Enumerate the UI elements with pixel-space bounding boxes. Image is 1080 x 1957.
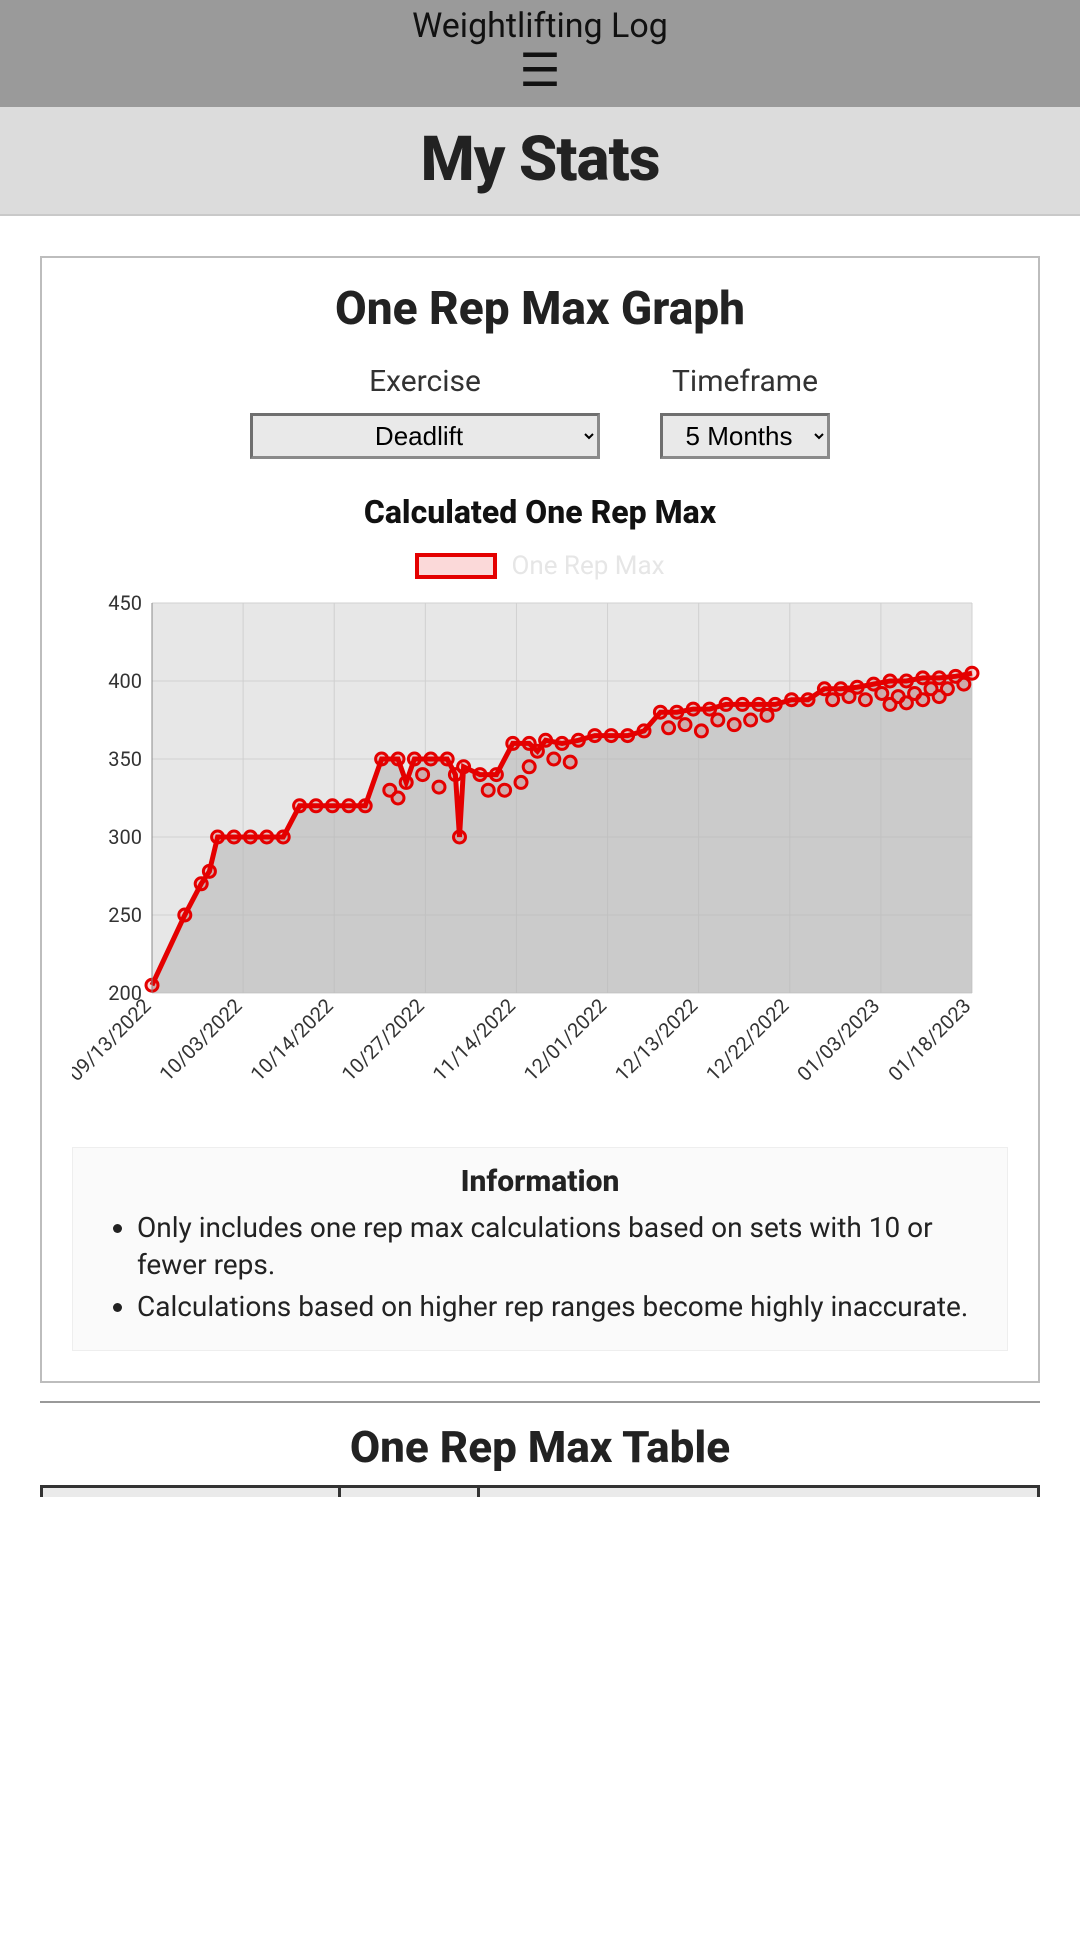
hamburger-menu-icon[interactable]: ☰ [0,46,1080,101]
app-header: Weightlifting Log ☰ [0,0,1080,107]
svg-text:10/27/2022: 10/27/2022 [337,993,429,1085]
svg-text:350: 350 [108,747,142,771]
svg-text:12/01/2022: 12/01/2022 [519,993,611,1085]
svg-text:300: 300 [108,825,142,849]
timeframe-select[interactable]: 5 Months [660,413,830,459]
info-title: Information [93,1164,987,1199]
legend-swatch [415,553,497,579]
one-rep-max-table [40,1485,1040,1497]
chart-legend: One Rep Max [72,551,1008,581]
one-rep-max-chart: 20025030035040045009/13/202210/03/202210… [72,593,1008,1117]
svg-text:450: 450 [108,593,142,615]
svg-text:11/14/2022: 11/14/2022 [428,993,520,1085]
app-title: Weightlifting Log [0,6,1080,46]
info-bullet: Only includes one rep max calculations b… [137,1209,987,1285]
chart-title: Calculated One Rep Max [72,493,1008,531]
svg-text:12/22/2022: 12/22/2022 [701,993,793,1085]
svg-text:250: 250 [108,903,142,927]
panel-title: One Rep Max Graph [72,282,1008,336]
one-rep-max-graph-panel: One Rep Max Graph Exercise Deadlift Time… [40,256,1040,1383]
svg-text:01/18/2023: 01/18/2023 [883,993,975,1085]
timeframe-label: Timeframe [660,364,830,399]
exercise-select[interactable]: Deadlift [250,413,600,459]
exercise-label: Exercise [250,364,600,399]
table-title: One Rep Max Table [40,1421,1040,1473]
svg-text:10/03/2022: 10/03/2022 [154,993,246,1085]
page-header: My Stats [0,107,1080,216]
legend-label: One Rep Max [511,551,664,581]
svg-text:400: 400 [108,669,142,693]
svg-text:09/13/2022: 09/13/2022 [72,993,156,1085]
svg-text:12/13/2022: 12/13/2022 [610,993,702,1085]
svg-text:10/14/2022: 10/14/2022 [246,993,338,1085]
section-divider [40,1401,1040,1403]
svg-text:01/03/2023: 01/03/2023 [792,993,884,1085]
page-title: My Stats [0,123,1080,196]
info-bullet: Calculations based on higher rep ranges … [137,1288,987,1326]
info-box: Information Only includes one rep max ca… [72,1147,1008,1351]
